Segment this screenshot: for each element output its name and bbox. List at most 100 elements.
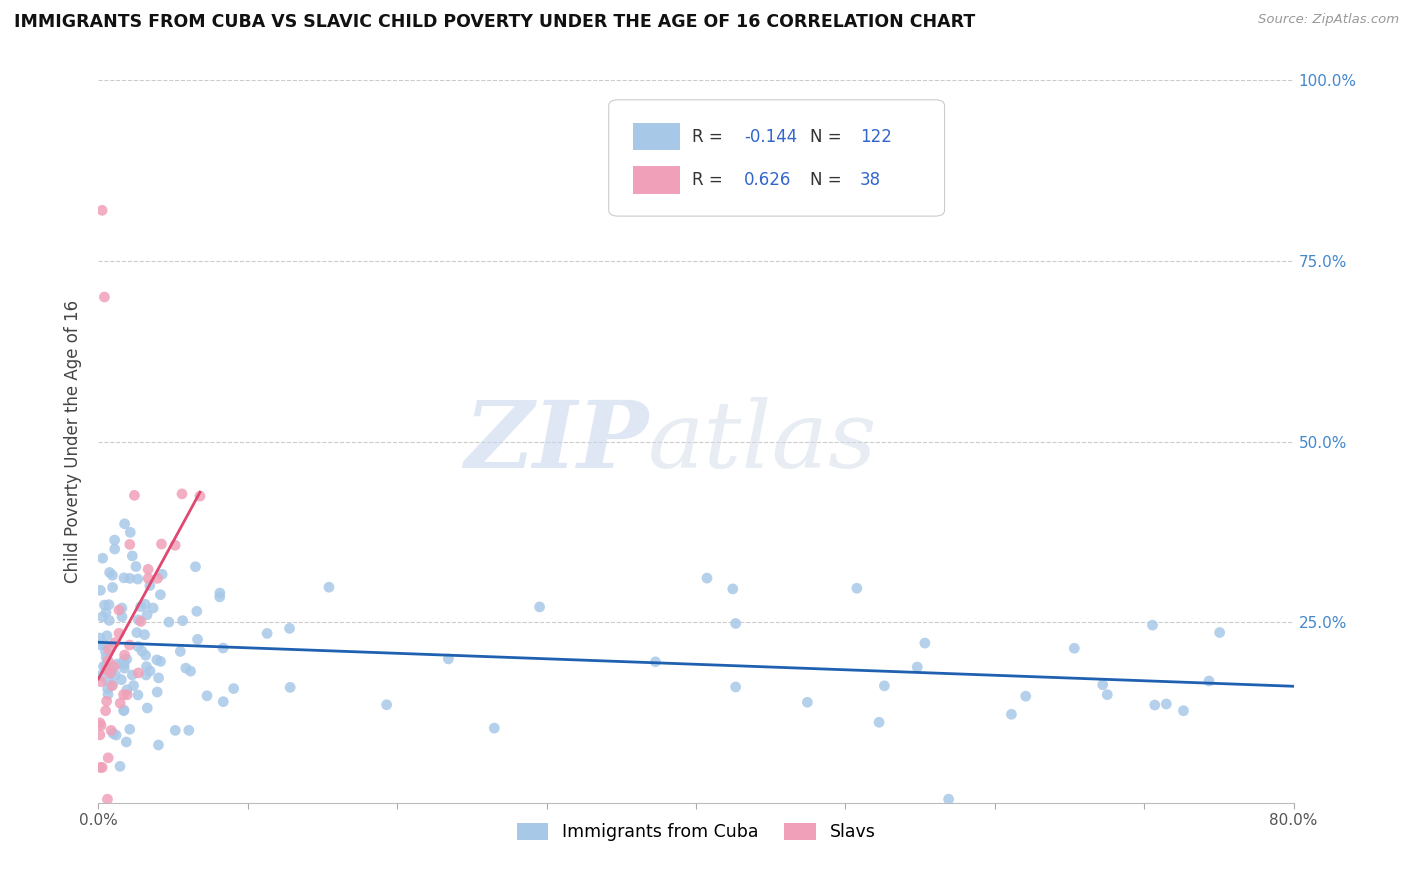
Point bbox=[104, 542, 127, 557]
Point bbox=[1198, 673, 1220, 688]
Point bbox=[89, 669, 111, 683]
Point bbox=[111, 601, 134, 615]
Text: N =: N = bbox=[810, 128, 846, 145]
Point bbox=[186, 632, 208, 647]
Point bbox=[97, 751, 120, 765]
Point bbox=[131, 644, 153, 658]
Point bbox=[94, 605, 117, 619]
Point bbox=[94, 644, 117, 658]
Point bbox=[112, 703, 135, 717]
Point bbox=[150, 537, 173, 551]
Point bbox=[135, 648, 157, 663]
Point bbox=[139, 578, 162, 592]
Point bbox=[696, 571, 718, 585]
Legend: Immigrants from Cuba, Slavs: Immigrants from Cuba, Slavs bbox=[510, 815, 882, 848]
Text: N =: N = bbox=[810, 171, 846, 189]
Point bbox=[278, 621, 301, 635]
Point bbox=[1015, 689, 1038, 703]
Point bbox=[115, 688, 138, 702]
Point bbox=[1091, 678, 1114, 692]
Point bbox=[868, 715, 890, 730]
Point bbox=[89, 638, 111, 652]
Point bbox=[127, 665, 149, 680]
Point bbox=[1208, 625, 1230, 640]
Point bbox=[101, 568, 124, 582]
Point bbox=[188, 489, 211, 503]
Point bbox=[177, 723, 200, 738]
Point bbox=[93, 598, 115, 612]
Point bbox=[90, 674, 112, 689]
Point bbox=[97, 642, 120, 657]
Point bbox=[89, 715, 111, 730]
Point bbox=[169, 644, 191, 658]
Point bbox=[98, 666, 121, 681]
Point bbox=[127, 572, 149, 586]
Point bbox=[115, 682, 138, 697]
FancyBboxPatch shape bbox=[633, 166, 681, 194]
Point bbox=[212, 640, 235, 655]
Point bbox=[97, 598, 120, 612]
FancyBboxPatch shape bbox=[609, 100, 945, 216]
Point bbox=[108, 696, 131, 710]
Point bbox=[105, 728, 128, 742]
Point bbox=[135, 668, 157, 682]
Point bbox=[100, 665, 122, 680]
Point bbox=[1097, 688, 1119, 702]
Text: -0.144: -0.144 bbox=[744, 128, 797, 145]
Point bbox=[149, 654, 172, 668]
Point bbox=[118, 638, 141, 652]
Point bbox=[91, 610, 114, 624]
Point bbox=[256, 626, 278, 640]
Point bbox=[108, 626, 131, 640]
Point bbox=[905, 660, 928, 674]
Point bbox=[100, 723, 122, 738]
Text: Source: ZipAtlas.com: Source: ZipAtlas.com bbox=[1258, 13, 1399, 27]
Point bbox=[222, 681, 245, 696]
Point bbox=[139, 664, 162, 678]
Point bbox=[142, 601, 165, 615]
Point bbox=[104, 533, 127, 547]
Point bbox=[148, 671, 170, 685]
Point bbox=[112, 688, 135, 702]
Point bbox=[89, 760, 111, 774]
Text: atlas: atlas bbox=[648, 397, 877, 486]
Point bbox=[1143, 698, 1166, 712]
Point bbox=[914, 636, 936, 650]
Point bbox=[1063, 641, 1085, 656]
Point bbox=[114, 648, 136, 662]
Point bbox=[94, 658, 117, 673]
Point bbox=[112, 661, 135, 675]
Point bbox=[148, 738, 170, 752]
Point bbox=[127, 640, 149, 654]
Point bbox=[1173, 704, 1195, 718]
Point bbox=[484, 721, 506, 735]
Point bbox=[136, 701, 159, 715]
Point bbox=[170, 487, 193, 501]
Point bbox=[97, 681, 120, 696]
Point bbox=[172, 614, 194, 628]
Point bbox=[121, 549, 143, 563]
Point bbox=[118, 571, 141, 585]
Point bbox=[105, 657, 128, 672]
Point bbox=[89, 728, 111, 742]
Point bbox=[375, 698, 398, 712]
Text: 38: 38 bbox=[859, 171, 880, 189]
Point bbox=[118, 537, 141, 551]
Point bbox=[108, 603, 131, 617]
Point bbox=[127, 688, 149, 702]
Text: 0.626: 0.626 bbox=[744, 171, 792, 189]
Point bbox=[104, 668, 127, 682]
Point bbox=[121, 668, 143, 682]
Point bbox=[437, 652, 460, 666]
Point bbox=[96, 650, 118, 665]
Point bbox=[118, 723, 141, 737]
Text: R =: R = bbox=[692, 128, 728, 145]
Point bbox=[112, 704, 135, 718]
Point bbox=[208, 586, 231, 600]
Point bbox=[114, 516, 136, 531]
Y-axis label: Child Poverty Under the Age of 16: Child Poverty Under the Age of 16 bbox=[65, 300, 83, 583]
Point bbox=[134, 597, 156, 611]
Point bbox=[1156, 697, 1178, 711]
Point bbox=[135, 659, 157, 673]
Point bbox=[125, 559, 148, 574]
